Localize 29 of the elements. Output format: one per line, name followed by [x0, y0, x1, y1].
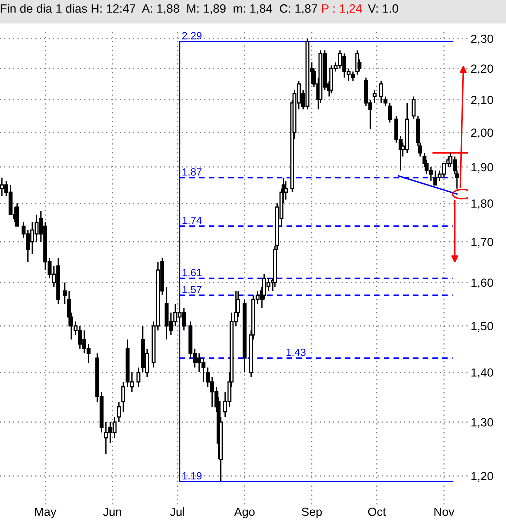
x-tick-label: Jul	[170, 508, 184, 516]
y-tick-label: 1,90	[472, 163, 494, 174]
annotation: 1.61	[182, 269, 202, 277]
annotation: 2.29	[182, 32, 202, 40]
annotation: 1.87	[182, 168, 202, 176]
chart-title: Fin de dia 1 dias H: 12:47 A: 1,88 M: 1,89 m: 1,84 C: 1,87	[0, 4, 318, 14]
text: P : 1,24	[322, 4, 362, 14]
annotation: 1.43	[286, 348, 306, 356]
x-tick-label: Oct	[368, 508, 386, 516]
x-tick-label: Sep	[302, 508, 322, 519]
y-tick-label: 1,30	[472, 418, 494, 428]
x-tick-label: Jun	[103, 508, 122, 516]
x-tick-label: Ago	[234, 508, 255, 519]
y-tick-label: 2,00	[471, 128, 494, 139]
annotation: 1.57	[182, 286, 202, 294]
x-tick-label: Nov	[434, 508, 455, 516]
y-tick-label: 1,60	[472, 278, 494, 289]
y-tick-label: 2,10	[471, 96, 494, 106]
y-tick-label: 1,20	[472, 472, 494, 482]
annotation: 1.19	[182, 472, 202, 480]
y-tick-label: 1,50	[472, 322, 494, 332]
annotation: 1.74	[182, 217, 202, 224]
text: V: 1.0	[368, 4, 398, 13]
y-tick-label: 2,30	[471, 34, 494, 45]
x-tick-label: May	[35, 508, 57, 519]
y-tick-label: 1,80	[472, 200, 494, 210]
y-tick-label: 2,20	[471, 64, 494, 74]
y-tick-label: 1,40	[472, 368, 494, 378]
y-tick-label: 1,70	[472, 238, 494, 248]
